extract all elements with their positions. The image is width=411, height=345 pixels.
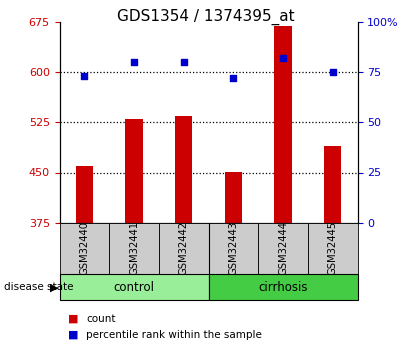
Text: count: count [86,314,116,324]
Bar [109,223,159,274]
Point [280,56,286,61]
Text: ■: ■ [68,314,79,324]
Bar [159,223,208,274]
Bar [125,119,143,223]
Text: GSM32440: GSM32440 [79,221,90,275]
Text: GSM32443: GSM32443 [229,221,238,275]
Bar [258,223,308,274]
Bar [324,146,342,223]
Text: GSM32444: GSM32444 [278,221,288,275]
Bar [175,116,192,223]
Bar [225,172,242,223]
Bar [76,166,93,223]
Text: GDS1354 / 1374395_at: GDS1354 / 1374395_at [117,9,294,25]
Bar [308,223,358,274]
Text: control: control [113,281,155,294]
Text: ■: ■ [68,330,79,339]
Point [180,60,187,65]
Text: GSM32441: GSM32441 [129,221,139,275]
Bar [60,274,209,300]
Text: cirrhosis: cirrhosis [259,281,308,294]
Bar [208,223,258,274]
Bar [208,274,358,300]
Text: disease state: disease state [4,282,74,292]
Point [81,74,88,79]
Text: percentile rank within the sample: percentile rank within the sample [86,330,262,339]
Text: ▶: ▶ [51,282,59,292]
Text: GSM32445: GSM32445 [328,221,338,275]
Point [330,70,336,75]
Point [131,60,137,65]
Bar [275,26,292,223]
Text: GSM32442: GSM32442 [179,221,189,275]
Point [230,76,237,81]
Bar [60,223,109,274]
